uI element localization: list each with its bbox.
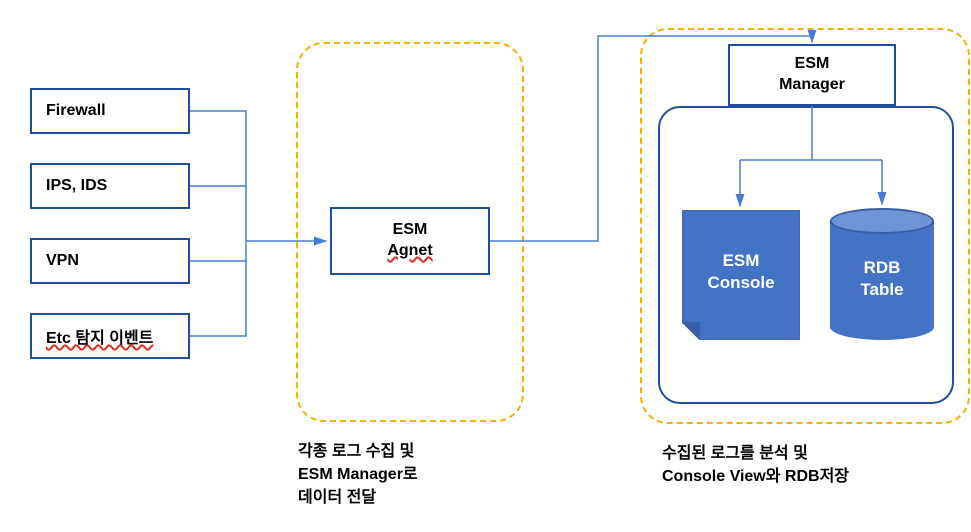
agent-box: ESM Agnet [330, 207, 490, 275]
source-box-etc: Etc 탐지 이벤트 [30, 313, 190, 359]
source-label: VPN [46, 252, 79, 270]
agent-label: ESM Agnet [387, 220, 432, 262]
console-label-l2: Console [707, 273, 774, 292]
agent-caption-l1: 각종 로그 수집 및 [298, 443, 414, 460]
source-box-firewall: Firewall [30, 88, 190, 134]
rdb-label-l1: RDB [864, 258, 901, 277]
agent-caption-l3: 데이터 전달 [298, 489, 376, 506]
source-label: Firewall [46, 102, 106, 120]
manager-box: ESM Manager [728, 44, 896, 106]
manager-caption-l1: 수집된 로그를 분석 및 [662, 445, 808, 462]
rdb-label: RDB Table [860, 257, 903, 301]
agent-label-l2: Agnet [387, 242, 432, 259]
manager-caption-l2: Console View와 RDB저장 [662, 468, 849, 485]
manager-label-l1: ESM [795, 55, 830, 72]
source-label: IPS, IDS [46, 177, 107, 195]
manager-label-l2: Manager [779, 76, 845, 93]
rdb-cylinder: RDB Table [830, 208, 934, 340]
manager-caption: 수집된 로그를 분석 및 Console View와 RDB저장 [662, 442, 849, 488]
diagram-canvas: Firewall IPS, IDS VPN Etc 탐지 이벤트 ESM Agn… [0, 0, 971, 532]
console-label-wrap: ESM Console [682, 210, 800, 334]
source-label: Etc 탐지 이벤트 [46, 324, 153, 348]
manager-label: ESM Manager [779, 54, 845, 96]
source-box-ipsids: IPS, IDS [30, 163, 190, 209]
agent-label-l1: ESM [393, 221, 428, 238]
console-label: ESM Console [707, 250, 774, 294]
agent-caption-l2: ESM Manager로 [298, 466, 418, 483]
source-box-vpn: VPN [30, 238, 190, 284]
agent-caption: 각종 로그 수집 및 ESM Manager로 데이터 전달 [298, 440, 418, 510]
rdb-label-l2: Table [860, 280, 903, 299]
console-shape: ESM Console [682, 210, 800, 340]
console-label-l1: ESM [723, 251, 760, 270]
